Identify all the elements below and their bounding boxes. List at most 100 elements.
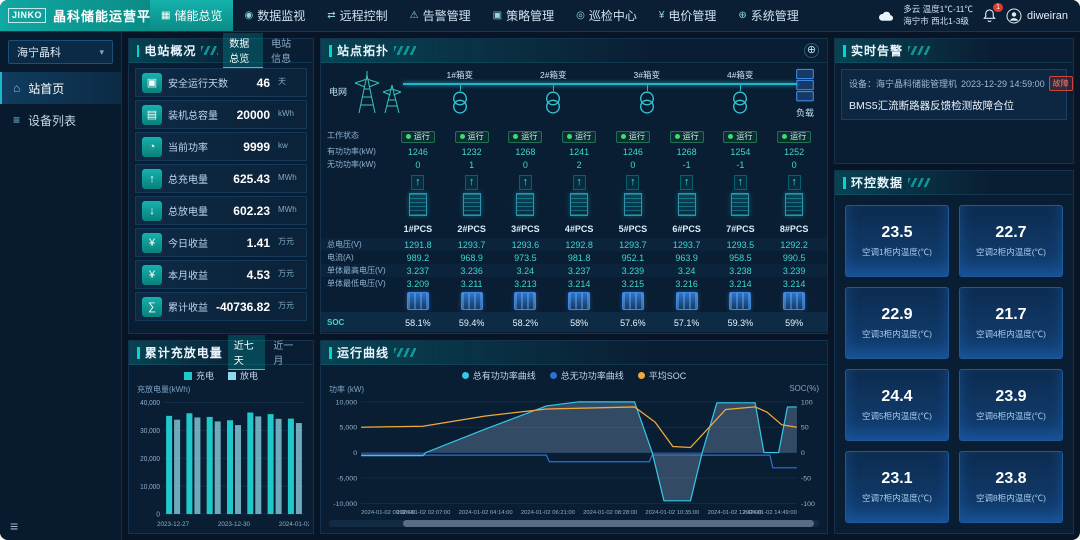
cell: 958.5 (729, 252, 752, 263)
zoom-icon[interactable]: ⊕ (804, 43, 819, 58)
legend-swatch (549, 372, 557, 379)
transformer: 1#箱变 (430, 70, 490, 116)
stat-row: ¥ 本月收益 4.53 万元 (135, 260, 307, 289)
topology-row: 单体最高电压(V) 3.237 3.236 3.24 3.237 3.239 3.24 3.2… (321, 264, 827, 277)
cell: 1293.6 (511, 239, 540, 250)
nav-tab[interactable]: ⇄ 远程控制 (316, 0, 398, 31)
cell (552, 291, 606, 311)
transformer-icon (452, 91, 467, 114)
grid-source: 电网 (329, 67, 407, 115)
grid-label: 电网 (329, 86, 348, 97)
alarm-message: BMS5汇流断路器反馈检测故障合位 (849, 100, 1015, 112)
pcs-name: 7#PCS (726, 224, 755, 234)
line-chart-area: 总有功功率曲线 总无功功率曲线 平均SOC 功率 (kW) SOC(%) 10,00… (321, 365, 827, 533)
panel-env-data: 环控数据 23.5 空调1柜内温度(℃) 22.7 空调2柜内温度(℃) 22.9 空调3… (834, 170, 1074, 534)
nav-tab[interactable]: ⊕ 系统管理 (727, 0, 809, 31)
cell: 运行 (499, 126, 553, 144)
bar-chart-area: 充电 放电 充放电量(kWh) 40,000 30,000 20,000 10,000 0… (129, 365, 313, 533)
pcs-cabinet-icon (731, 193, 750, 216)
user-menu[interactable]: diweiran (1006, 8, 1068, 24)
row-label: 单体最高电压(V) (327, 266, 386, 275)
nav-tab-icon: ▦ (161, 10, 171, 21)
cell (552, 192, 606, 217)
battery-icon (783, 292, 806, 310)
topology-row: 单体最低电压(V) 3.209 3.211 3.213 3.214 3.215 3.216 3… (321, 277, 827, 290)
logo: JINKO 晶科储能运营平台 (0, 0, 164, 31)
status-dot (405, 134, 411, 139)
legend-item[interactable]: 充电 (183, 369, 214, 382)
stat-icon: ∑ (142, 296, 162, 317)
overview-tab[interactable]: 电站信息 (271, 39, 292, 65)
topology-row: 总电压(V) 1291.8 1293.7 1293.6 1292.8 1293.7 1293… (321, 238, 827, 251)
status-text: 运行 (575, 132, 592, 141)
row-label: 单体最低电压(V) (327, 279, 386, 288)
stat-value: 625.43 (233, 171, 270, 186)
cell: 1293.5 (726, 239, 755, 250)
sidebar-item[interactable]: ⌂ 站首页 (0, 72, 121, 104)
alarm-item[interactable]: 设备：海宁晶科储能管理机 2023-12-29 14:59:00 故障 BMS5… (841, 69, 1073, 120)
env-card: 23.5 空调1柜内温度(℃) (845, 205, 949, 277)
legend-item[interactable]: 总无功功率曲线 (549, 369, 624, 382)
app-title: 晶科储能运营平台 (53, 9, 166, 24)
cell: 3.237 (567, 265, 591, 276)
nav-tab-label: 系统管理 (750, 9, 799, 23)
power-flow-arrow-icon: ↑ (572, 175, 586, 190)
cell: 3#PCS (499, 219, 553, 237)
user-avatar-icon (1006, 8, 1022, 23)
period-tab[interactable]: 近七天 (227, 335, 266, 370)
svg-text:10,000: 10,000 (140, 484, 160, 491)
nav-tab-label: 储能总览 (174, 9, 223, 23)
period-tabs: 近七天 近一月 (227, 335, 305, 370)
cell: 运行 (445, 126, 499, 144)
cell: 0 (791, 159, 797, 170)
cell: 1292.2 (780, 239, 808, 250)
panel-title: 站点拓扑 (337, 44, 390, 58)
env-label: 空调4柜内温度(℃) (976, 329, 1046, 339)
cell (714, 192, 768, 217)
chart-scrollbar-handle[interactable] (402, 520, 815, 527)
y-axis-label: 充放电量(kWh) (137, 385, 191, 394)
fault-badge: 故障 (1048, 76, 1073, 91)
legend-item[interactable]: 平均SOC (637, 369, 686, 382)
overview-tab[interactable]: 数据总览 (223, 33, 264, 68)
period-tab[interactable]: 近一月 (273, 341, 294, 367)
notification-bell-icon[interactable]: 1 (982, 3, 1004, 23)
status-dot (567, 134, 573, 139)
nav-tab[interactable]: ◉ 数据监视 (233, 0, 316, 31)
topology-diagram: 电网 1#箱变 2#箱变 3#箱变 4#箱变 (321, 63, 827, 333)
cell: 运行 (606, 126, 660, 144)
panel-realtime-alarm: 实时告警 设备：海宁晶科储能管理机 2023-12-29 14:59:00 故障… (834, 38, 1074, 164)
status-text: 运行 (521, 132, 538, 141)
stat-label: 装机总容量 (168, 111, 218, 122)
cell: 3.211 (460, 278, 483, 289)
cell: 0 (415, 159, 421, 170)
svg-text:2023-12-30: 2023-12-30 (218, 521, 251, 528)
cell (391, 291, 445, 311)
legend-item[interactable]: 放电 (228, 369, 258, 382)
nav-tab[interactable]: ⚠ 告警管理 (399, 0, 482, 31)
soc-value: 57.1% (673, 318, 700, 328)
svg-text:20,000: 20,000 (140, 456, 160, 463)
legend-item[interactable]: 总有功功率曲线 (461, 369, 536, 382)
stat-value: 602.23 (233, 203, 270, 218)
transformer: 2#箱变 (523, 70, 583, 116)
soc-value: 58.2% (512, 318, 539, 328)
nav-tab[interactable]: ▣ 策略管理 (482, 0, 565, 31)
panel-title: 实时告警 (851, 44, 904, 58)
cell (714, 291, 768, 311)
nav-tab[interactable]: ▦ 储能总览 (150, 0, 234, 31)
env-value: 22.9 (881, 306, 913, 323)
nav-tab-icon: ◎ (576, 10, 585, 21)
station-select[interactable]: 海宁晶科 ▾ (8, 40, 113, 64)
sidebar-item[interactable]: ≡ 设备列表 (0, 104, 121, 136)
sidebar-collapse-button[interactable]: ≡ (0, 512, 121, 540)
cell: 3.213 (514, 278, 537, 289)
cell: 3.216 (675, 278, 698, 289)
nav-tab[interactable]: ¥ 电价管理 (648, 0, 728, 31)
load-label: 负载 (795, 108, 814, 118)
battery-icon (406, 292, 429, 310)
sidebar-item-label: 站首页 (28, 81, 65, 96)
line-chart-legend: 总有功功率曲线 总无功功率曲线 平均SOC (325, 367, 823, 384)
nav-tab[interactable]: ◎ 巡检中心 (565, 0, 648, 31)
env-label: 空调2柜内温度(℃) (976, 247, 1046, 257)
